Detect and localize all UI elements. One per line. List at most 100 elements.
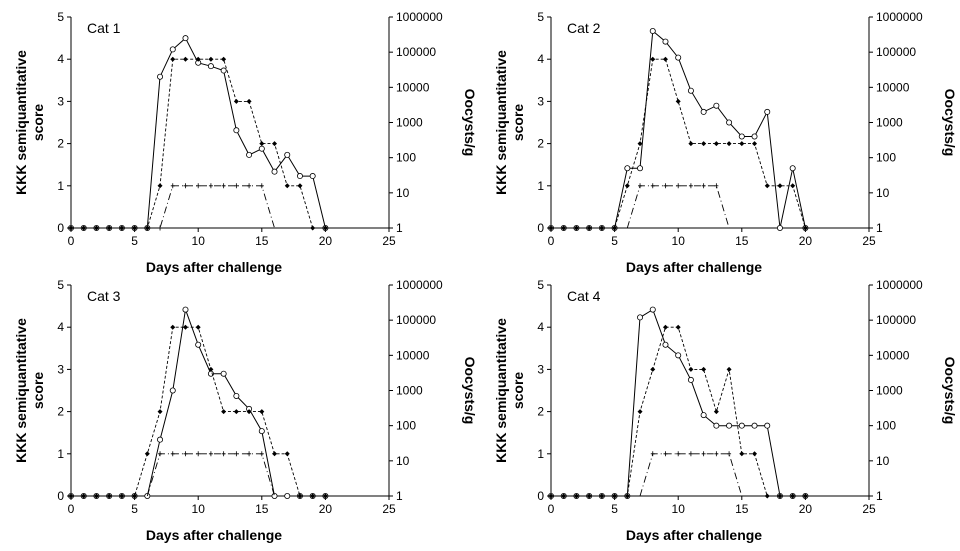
series-2-point [802, 493, 808, 499]
series-2-point [119, 225, 125, 231]
y-right-tick-label: 1000 [876, 116, 903, 130]
series-1-point [284, 151, 291, 158]
y-left-tick-label: 0 [537, 489, 544, 503]
series-1-point [713, 422, 720, 429]
series-1-point [789, 165, 796, 172]
series-2-line [71, 58, 326, 229]
series-2-point [208, 56, 214, 62]
series-2-point [573, 493, 579, 499]
series-3-line [146, 453, 275, 497]
series-2-point [752, 141, 758, 147]
series-1-point [169, 387, 176, 394]
series-2-point [246, 98, 252, 104]
series-3-point [247, 183, 252, 189]
series-2-point [157, 183, 163, 189]
series-2-point [195, 324, 201, 330]
y-right-tick-label: 10 [876, 454, 890, 468]
y-left-tick-label: 3 [537, 94, 544, 108]
y-left-tick-label: 4 [57, 52, 64, 66]
series-1-line [551, 308, 806, 497]
chart-panel-2: 0 5 10 15 20 25 0 1 2 3 4 5 1 10 100 1000 10000 100000 100… [493, 10, 958, 275]
y-axis-right-title: Oocysts/g [942, 357, 958, 425]
x-axis-title: Days after challenge [146, 259, 282, 275]
y-right-tick-label: 1000000 [876, 278, 923, 292]
y-right-tick-label: 100 [396, 419, 416, 433]
series-3-point [170, 451, 175, 457]
y-right-tick-label: 1000 [876, 384, 903, 398]
series-2-point [297, 183, 303, 189]
series-2-point [284, 451, 290, 457]
series-3-point [183, 451, 188, 457]
series-2-point [322, 225, 328, 231]
series-2-point [701, 141, 707, 147]
y-right-tick-label: 10 [876, 186, 890, 200]
series-2-point [284, 183, 290, 189]
y-left-tick-label: 5 [57, 278, 64, 292]
y-left-tick-label: 2 [57, 137, 64, 151]
series-1-point [220, 370, 227, 377]
x-tick-label: 10 [192, 502, 206, 516]
series-2-point [233, 98, 239, 104]
series-1-point [271, 492, 278, 499]
panel-title: Cat 1 [87, 20, 121, 36]
series-2-point [208, 366, 214, 372]
y-left-tick-label: 1 [537, 447, 544, 461]
y-left-tick-label: 2 [537, 137, 544, 151]
series-1-point [726, 422, 733, 429]
series-2-point [93, 225, 99, 231]
series-2-point [297, 493, 303, 499]
series-2-point [310, 225, 316, 231]
series-2-point [170, 56, 176, 62]
series-2-point [182, 324, 188, 330]
series-1-point [687, 376, 694, 383]
series-2-point [612, 225, 618, 231]
series-3-point [663, 183, 668, 189]
series-2-point [68, 493, 74, 499]
series-3-point [234, 183, 239, 189]
series-3-point [727, 451, 732, 457]
series-1-point [182, 306, 189, 313]
y-left-tick-label: 3 [57, 94, 64, 108]
series-2-point [561, 225, 567, 231]
series-2-point [119, 493, 125, 499]
y-right-tick-label: 1 [876, 489, 883, 503]
series-2-point [637, 141, 643, 147]
series-1-point [649, 27, 656, 34]
y-left-tick-label: 1 [57, 447, 64, 461]
series-2-point [650, 56, 656, 62]
series-3-point [183, 183, 188, 189]
series-1-point [157, 436, 164, 443]
series-2-point [259, 141, 265, 147]
x-axis-title: Days after challenge [626, 259, 762, 275]
series-1-point [246, 151, 253, 158]
series-1-point [649, 306, 656, 313]
series-3-point [650, 183, 655, 189]
series-2-point [764, 493, 770, 499]
series-1-point [764, 108, 771, 115]
series-3-point [170, 183, 175, 189]
chart-panel-1: 0 5 10 15 20 25 0 1 2 3 4 5 1 10 100 1000 10000 100000 100… [13, 10, 478, 275]
series-3-point [650, 451, 655, 457]
y-left-tick-label: 1 [57, 179, 64, 193]
y-axis-right-title: Oocysts/g [942, 89, 958, 157]
series-2-point [548, 225, 554, 231]
y-right-tick-label: 10000 [876, 348, 910, 362]
y-left-tick-label: 5 [537, 278, 544, 292]
series-2-point [790, 183, 796, 189]
series-1-point [309, 173, 316, 180]
series-2-point [586, 225, 592, 231]
y-axis-right-title: Oocysts/g [462, 89, 478, 157]
y-right-tick-label: 1000 [396, 116, 423, 130]
y-axis-left-title: KKK semiquantitativescore [13, 50, 46, 195]
series-2-point [548, 493, 554, 499]
x-tick-label: 5 [131, 502, 138, 516]
series-1-point [195, 341, 202, 348]
y-left-tick-label: 4 [537, 320, 544, 334]
x-tick-label: 25 [862, 502, 876, 516]
series-2-point [650, 366, 656, 372]
x-tick-label: 25 [382, 234, 396, 248]
x-tick-label: 10 [672, 234, 686, 248]
series-2-point [573, 225, 579, 231]
series-2-point [739, 141, 745, 147]
